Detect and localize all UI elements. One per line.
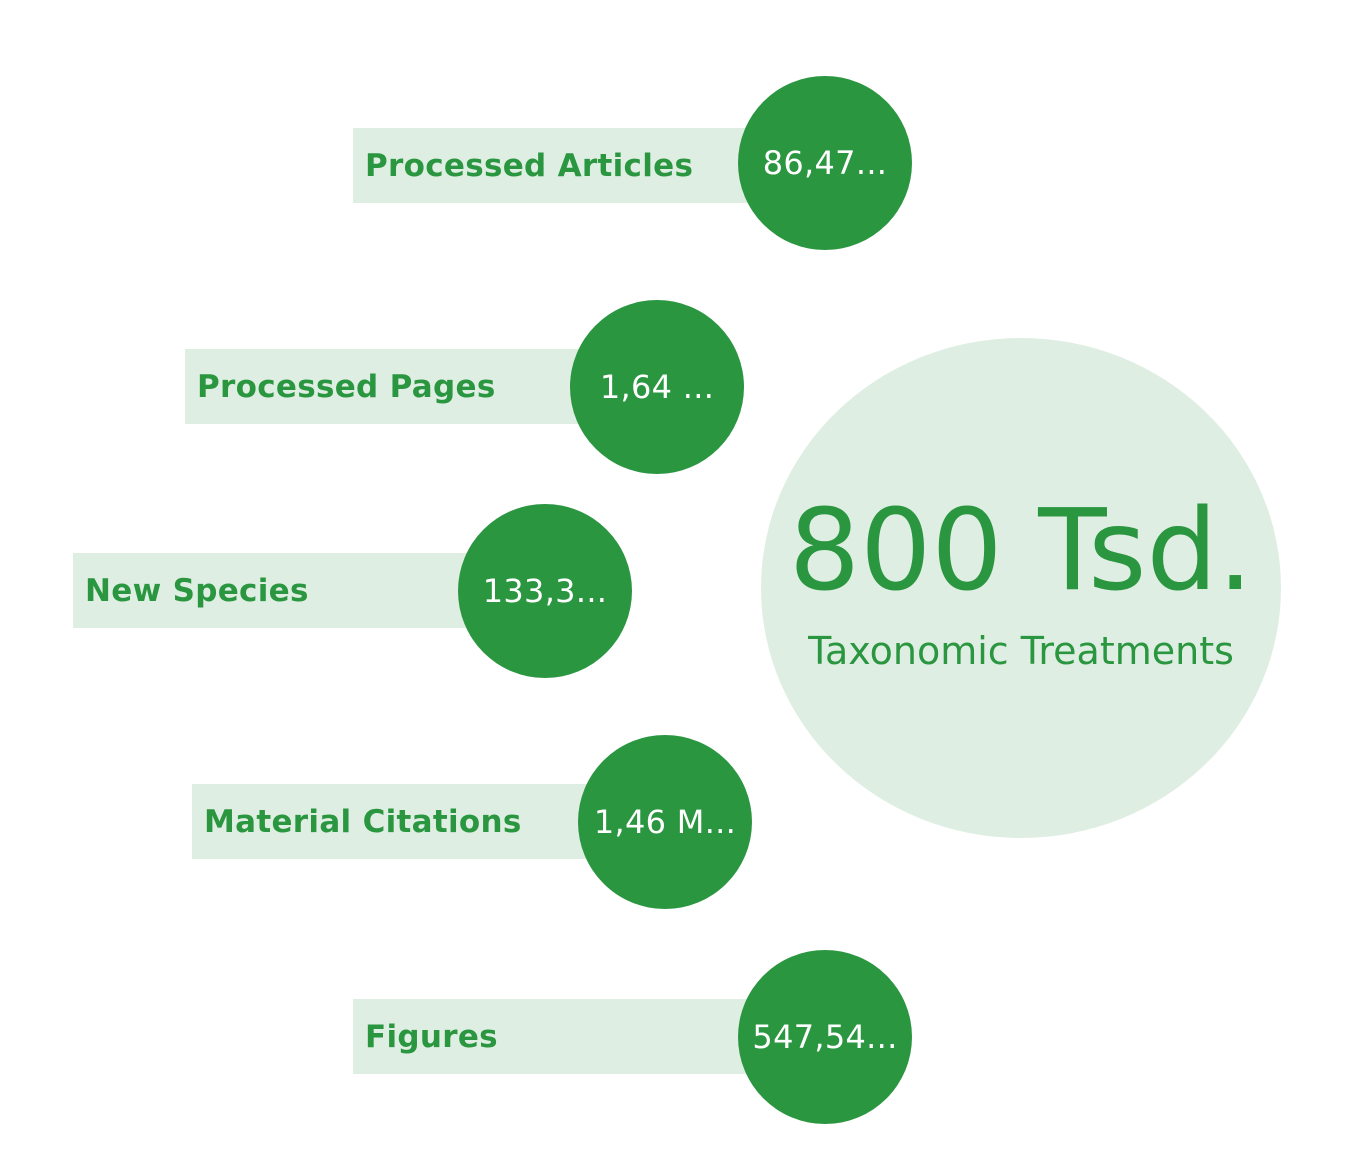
stat-value: 86,47... xyxy=(762,144,888,182)
stat-label: Processed Articles xyxy=(365,148,694,184)
highlight-value: 800 Tsd. xyxy=(788,486,1254,616)
stat-bar-processed-articles: Processed Articles xyxy=(353,128,773,203)
stat-circle-processed-articles: 86,47... xyxy=(738,76,912,250)
stat-value: 547,54... xyxy=(752,1018,898,1056)
stat-circle-material-citations: 1,46 M... xyxy=(578,735,752,909)
stat-label: New Species xyxy=(85,573,309,609)
stat-label: Processed Pages xyxy=(197,369,496,405)
highlight-circle: 800 Tsd. Taxonomic Treatments xyxy=(761,338,1281,838)
highlight-caption: Taxonomic Treatments xyxy=(808,629,1234,673)
stat-circle-new-species: 133,3... xyxy=(458,504,632,678)
stat-circle-processed-pages: 1,64 ... xyxy=(570,300,744,474)
stat-circle-figures: 547,54... xyxy=(738,950,912,1124)
stat-bar-figures: Figures xyxy=(353,999,773,1074)
stat-label: Figures xyxy=(365,1019,498,1055)
stat-bar-new-species: New Species xyxy=(73,553,493,628)
stat-bar-material-citations: Material Citations xyxy=(192,784,612,859)
stat-value: 1,64 ... xyxy=(599,368,715,406)
stat-label: Material Citations xyxy=(204,804,522,840)
stat-value: 133,3... xyxy=(482,572,608,610)
stat-bar-processed-pages: Processed Pages xyxy=(185,349,605,424)
stat-value: 1,46 M... xyxy=(593,803,737,841)
